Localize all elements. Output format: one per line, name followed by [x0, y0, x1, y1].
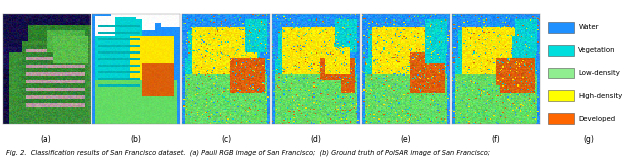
- Bar: [548, 90, 574, 101]
- Text: Developed: Developed: [579, 116, 616, 121]
- Text: High-density: High-density: [579, 93, 623, 99]
- Text: (b): (b): [131, 135, 141, 144]
- Text: (e): (e): [401, 135, 412, 144]
- Bar: [548, 113, 574, 124]
- Text: (c): (c): [221, 135, 231, 144]
- Text: (g): (g): [584, 135, 594, 144]
- Text: Low-density: Low-density: [579, 70, 620, 76]
- Bar: [548, 45, 574, 56]
- Text: (f): (f): [492, 135, 500, 144]
- Bar: [548, 68, 574, 79]
- Text: Water: Water: [579, 24, 599, 31]
- Bar: [548, 22, 574, 33]
- Text: Fig. 2.  Classification results of San Francisco dataset.  (a) Pauli RGB image o: Fig. 2. Classification results of San Fr…: [6, 149, 490, 156]
- Text: (a): (a): [41, 135, 52, 144]
- Text: (d): (d): [310, 135, 321, 144]
- Text: Vegetation: Vegetation: [579, 47, 616, 53]
